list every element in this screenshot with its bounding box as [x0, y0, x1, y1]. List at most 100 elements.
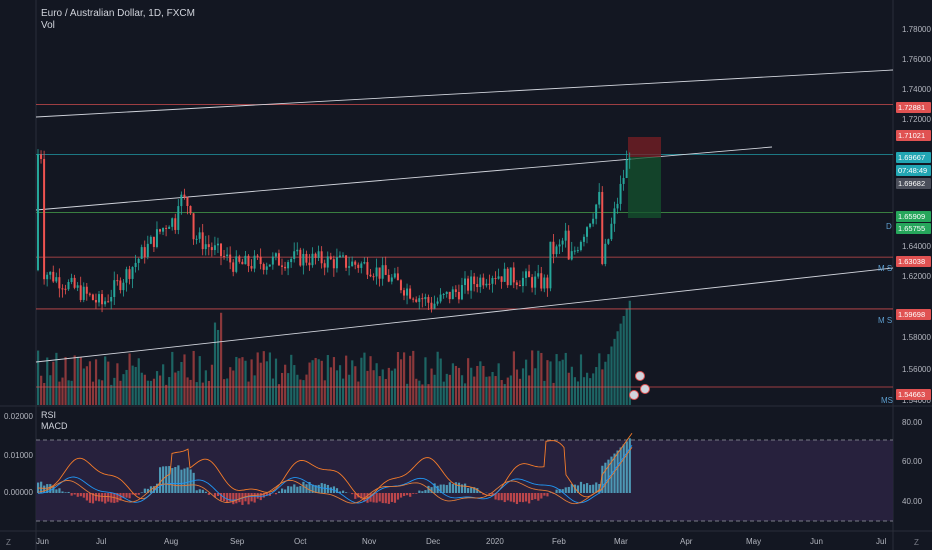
- candle-body: [345, 255, 348, 268]
- candle-body: [570, 251, 573, 260]
- macd-histogram-bar: [424, 490, 427, 493]
- volume-bar: [454, 365, 458, 405]
- candle-body: [52, 271, 55, 282]
- volume-bar: [122, 374, 125, 405]
- candle-body: [91, 294, 94, 301]
- volume-bar: [104, 356, 107, 405]
- macd-histogram-bar: [73, 493, 76, 495]
- candle-body: [375, 267, 378, 277]
- macd-histogram-bar: [521, 493, 525, 503]
- candle-body: [424, 297, 427, 300]
- volume-bar: [155, 371, 159, 405]
- macd-histogram-bar: [174, 467, 177, 493]
- time-tick-label: Oct: [294, 537, 307, 546]
- candle-body: [601, 191, 604, 264]
- candle-body: [457, 291, 460, 300]
- volume-bar: [586, 372, 589, 405]
- time-tick-label: May: [746, 537, 762, 546]
- volume-bar: [528, 375, 531, 405]
- macd-histogram-bar: [134, 493, 137, 495]
- macd-histogram-bar: [464, 483, 467, 493]
- macd-histogram-bar: [567, 486, 570, 493]
- candle-body: [558, 244, 561, 247]
- volume-bar: [192, 350, 195, 405]
- candle-body: [619, 183, 622, 204]
- macd-histogram-bar: [332, 486, 336, 493]
- macd-histogram-bar: [427, 485, 430, 493]
- volume-bar: [247, 381, 250, 405]
- symbol-title[interactable]: Euro / Australian Dollar, 1D, FXCM: [41, 8, 195, 19]
- macd-histogram-bar: [335, 488, 339, 493]
- macd-histogram-bar: [488, 493, 491, 494]
- candle-body: [326, 256, 329, 268]
- volume-bar: [226, 378, 229, 405]
- macd-histogram-bar: [61, 491, 64, 493]
- candle-body: [500, 276, 503, 282]
- macd-label[interactable]: MACD: [41, 421, 68, 431]
- candle-body: [579, 241, 582, 251]
- time-tick-label: Jul: [876, 537, 887, 546]
- candle-body: [363, 262, 366, 264]
- candle-body: [308, 262, 311, 266]
- rsi-label[interactable]: RSI: [41, 410, 57, 420]
- candle-body: [152, 236, 155, 247]
- time-tick-label: Mar: [614, 537, 628, 546]
- macd-histogram-bar: [622, 444, 625, 493]
- macd-tick-label: 0.01000: [4, 451, 33, 460]
- macd-histogram-bar: [406, 493, 409, 496]
- macd-histogram-bar: [436, 485, 439, 493]
- macd-histogram-bar: [317, 484, 320, 493]
- candle-body: [265, 266, 268, 270]
- candle-body: [390, 277, 393, 282]
- macd-histogram-bar: [396, 493, 400, 500]
- macd-histogram-bar: [299, 486, 302, 493]
- candle-body: [119, 280, 122, 291]
- candle-body: [155, 229, 158, 247]
- volume-bar: [55, 352, 58, 405]
- candle-body: [515, 282, 518, 286]
- candle-body: [174, 218, 177, 230]
- candle-body: [314, 253, 317, 258]
- volume-bar: [168, 377, 171, 405]
- candle-body: [241, 261, 244, 265]
- macd-histogram-bar: [445, 485, 448, 493]
- candle-body: [299, 249, 302, 266]
- macd-histogram-bar: [543, 493, 546, 496]
- macd-histogram-bar: [421, 491, 424, 493]
- macd-histogram-bar: [128, 493, 131, 499]
- macd-histogram-bar: [473, 487, 476, 493]
- volume-bar: [412, 350, 415, 405]
- time-tick-label: Jul: [96, 537, 107, 546]
- candle-body: [210, 247, 213, 251]
- volume-bar: [482, 365, 485, 405]
- time-tick-label: Dec: [426, 537, 441, 546]
- volume-bar: [570, 366, 573, 405]
- volume-bar: [491, 371, 494, 405]
- macd-histogram-bar: [296, 486, 299, 493]
- candle-body: [274, 253, 277, 257]
- volume-bar: [198, 356, 201, 405]
- macd-histogram-bar: [412, 493, 415, 494]
- volume-bar: [445, 373, 448, 405]
- macd-histogram-bar: [579, 481, 583, 493]
- candle-body: [189, 206, 192, 214]
- volume-bar: [503, 384, 506, 405]
- candle-body: [567, 230, 570, 260]
- volume-bar: [506, 377, 509, 405]
- macd-histogram-bar: [442, 484, 445, 493]
- volume-bar: [253, 375, 256, 405]
- candle-body: [540, 273, 543, 289]
- price-tag: 07:48:49: [896, 165, 931, 176]
- candle-body: [277, 253, 280, 266]
- volume-label[interactable]: Vol: [41, 20, 55, 31]
- volume-bar: [128, 353, 131, 405]
- candle-body: [232, 262, 235, 272]
- macd-histogram-bar: [281, 488, 284, 493]
- macd-histogram-bar: [195, 490, 198, 493]
- volume-bar: [628, 300, 631, 405]
- volume-bar: [543, 380, 546, 405]
- rsi-line: [38, 432, 633, 500]
- chart-legend: Euro / Australian Dollar, 1D, FXCM Vol: [41, 8, 195, 32]
